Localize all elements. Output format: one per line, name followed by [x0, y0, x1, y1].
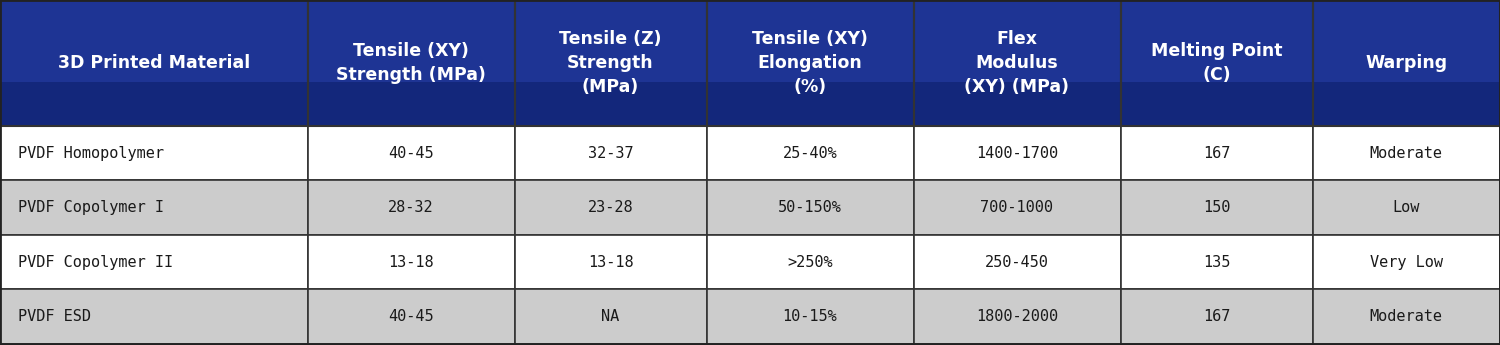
Bar	[514, 0, 706, 126]
Bar	[1120, 126, 1312, 180]
Bar	[1120, 235, 1312, 289]
Bar	[914, 235, 1120, 289]
Text: 3D Printed Material: 3D Printed Material	[57, 54, 250, 72]
Bar	[706, 180, 914, 235]
Text: PVDF Copolymer I: PVDF Copolymer I	[18, 200, 164, 215]
Text: Warping: Warping	[1365, 54, 1448, 72]
Text: Very Low: Very Low	[1370, 255, 1443, 270]
Bar	[1312, 180, 1500, 235]
Text: 32-37: 32-37	[588, 146, 633, 161]
Text: PVDF Copolymer II: PVDF Copolymer II	[18, 255, 172, 270]
Text: 150: 150	[1203, 200, 1230, 215]
Text: PVDF ESD: PVDF ESD	[18, 309, 92, 324]
Bar	[514, 289, 706, 344]
Bar	[0, 180, 308, 235]
Text: 50-150%: 50-150%	[778, 200, 842, 215]
Text: >250%: >250%	[788, 255, 832, 270]
Bar	[1120, 82, 1312, 126]
Text: 13-18: 13-18	[588, 255, 633, 270]
Bar	[1120, 0, 1312, 126]
Bar	[1120, 289, 1312, 344]
Text: 700-1000: 700-1000	[981, 200, 1053, 215]
Bar	[914, 0, 1120, 126]
Bar	[914, 82, 1120, 126]
Text: 250-450: 250-450	[986, 255, 1048, 270]
Bar	[308, 289, 514, 344]
Text: 40-45: 40-45	[388, 146, 433, 161]
Bar	[914, 289, 1120, 344]
Bar	[0, 126, 308, 180]
Bar	[0, 0, 308, 126]
Text: 167: 167	[1203, 146, 1230, 161]
Text: 28-32: 28-32	[388, 200, 433, 215]
Text: 25-40%: 25-40%	[783, 146, 837, 161]
Bar	[0, 82, 308, 126]
Bar	[914, 0, 1120, 126]
Bar	[308, 126, 514, 180]
Text: 40-45: 40-45	[388, 309, 433, 324]
Bar	[914, 180, 1120, 235]
Bar	[1120, 0, 1312, 126]
Bar	[308, 180, 514, 235]
Text: 167: 167	[1203, 309, 1230, 324]
Bar	[706, 289, 914, 344]
Bar	[706, 0, 914, 126]
Bar	[706, 0, 914, 126]
Bar	[514, 180, 706, 235]
Text: 135: 135	[1203, 255, 1230, 270]
Text: 1400-1700: 1400-1700	[976, 146, 1058, 161]
Text: Moderate: Moderate	[1370, 309, 1443, 324]
Bar	[1312, 235, 1500, 289]
Text: Tensile (Z)
Strength
(MPa): Tensile (Z) Strength (MPa)	[560, 30, 662, 96]
Bar	[1312, 82, 1500, 126]
Bar	[706, 82, 914, 126]
Bar	[514, 82, 706, 126]
Text: Tensile (XY)
Elongation
(%): Tensile (XY) Elongation (%)	[752, 30, 868, 96]
Bar	[0, 235, 308, 289]
Bar	[1312, 289, 1500, 344]
Bar	[706, 126, 914, 180]
Text: 13-18: 13-18	[388, 255, 433, 270]
Bar	[308, 235, 514, 289]
Bar	[514, 126, 706, 180]
Bar	[1312, 0, 1500, 126]
Bar	[1312, 0, 1500, 126]
Text: Melting Point
(C): Melting Point (C)	[1150, 42, 1282, 84]
Bar	[706, 235, 914, 289]
Bar	[514, 235, 706, 289]
Bar	[514, 0, 706, 126]
Text: 23-28: 23-28	[588, 200, 633, 215]
Text: 1800-2000: 1800-2000	[976, 309, 1058, 324]
Bar	[1312, 126, 1500, 180]
Text: Moderate: Moderate	[1370, 146, 1443, 161]
Bar	[1120, 180, 1312, 235]
Bar	[308, 0, 514, 126]
Bar	[0, 289, 308, 344]
Text: Flex
Modulus
(XY) (MPa): Flex Modulus (XY) (MPa)	[964, 30, 1070, 96]
Bar	[0, 0, 308, 126]
Text: PVDF Homopolymer: PVDF Homopolymer	[18, 146, 164, 161]
Text: NA: NA	[602, 309, 619, 324]
Bar	[914, 126, 1120, 180]
Text: Tensile (XY)
Strength (MPa): Tensile (XY) Strength (MPa)	[336, 42, 486, 84]
Text: Low: Low	[1392, 200, 1420, 215]
Bar	[308, 82, 514, 126]
Text: 10-15%: 10-15%	[783, 309, 837, 324]
Bar	[308, 0, 514, 126]
